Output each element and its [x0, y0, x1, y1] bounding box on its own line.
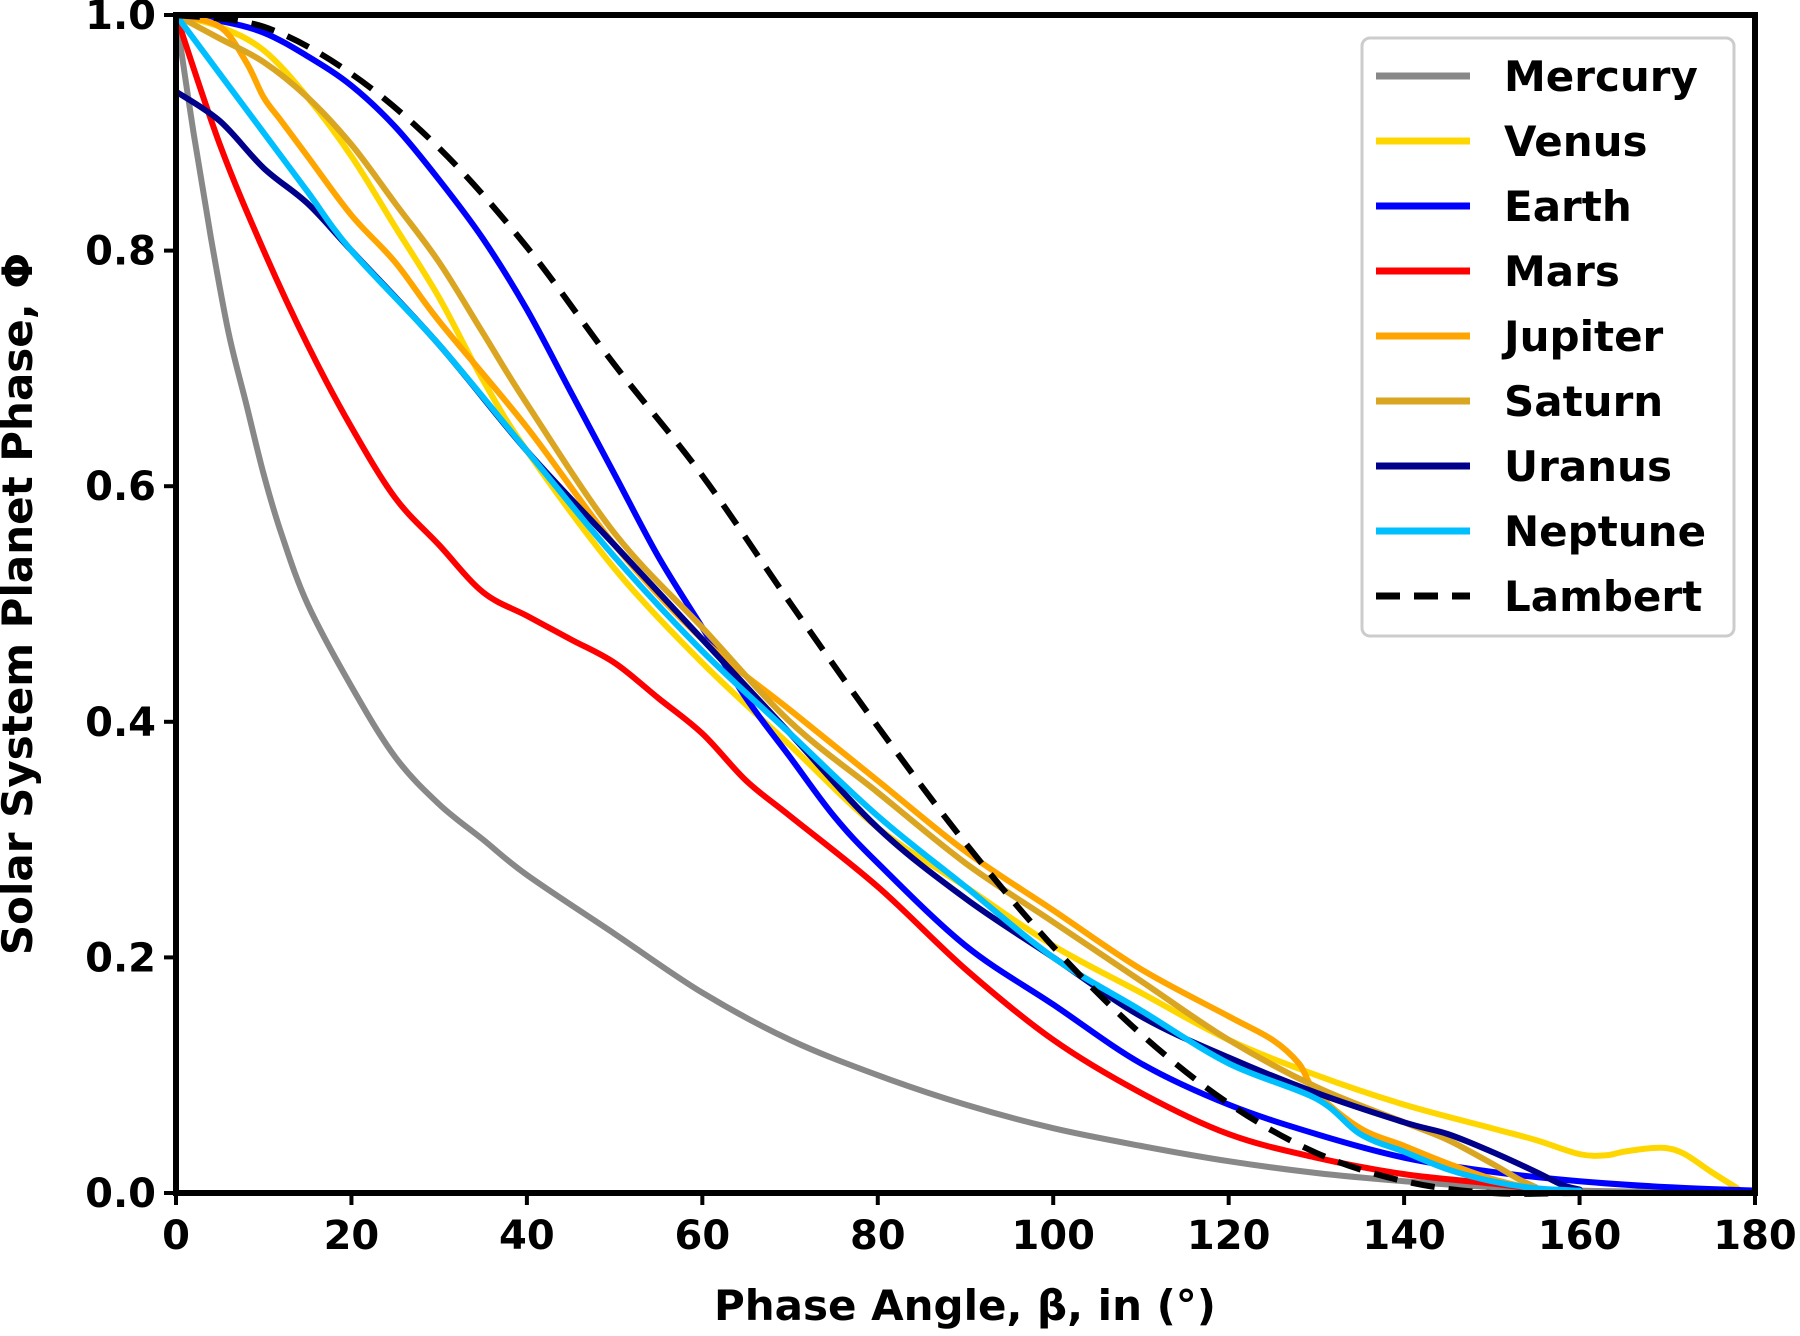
series-line-earth [173, 12, 1758, 1194]
x-tick-label: 0 [162, 1213, 190, 1259]
x-tick-label: 80 [850, 1213, 906, 1259]
x-tick-label: 100 [1011, 1213, 1095, 1259]
y-tick-label: 0.8 [85, 229, 156, 275]
legend-label-saturn: Saturn [1504, 377, 1663, 426]
legend-label-venus: Venus [1504, 117, 1648, 166]
plot-area-frame [173, 12, 1758, 1196]
x-axis-label: Phase Angle, β, in (°) [714, 1281, 1216, 1330]
x-tick-label: 160 [1538, 1213, 1622, 1259]
legend-label-neptune: Neptune [1504, 507, 1706, 556]
legend-box [1360, 36, 1736, 638]
series-line-neptune [173, 12, 1583, 1194]
legend-label-uranus: Uranus [1504, 442, 1672, 491]
legend: Mercury Venus Earth Mars Jupiter Saturn Uranus… [1360, 36, 1736, 638]
series-line-saturn [173, 12, 1539, 1191]
legend-label-mars: Mars [1504, 247, 1620, 296]
x-axis-ticks: 0 20 40 60 80 100 120 140 160 180 [162, 1193, 1797, 1259]
y-axis-ticks: 0.0 0.2 0.4 0.6 0.8 1.0 [85, 0, 176, 1217]
y-axis-label: Solar System Planet Phase, Φ [0, 253, 42, 955]
x-tick-label: 140 [1362, 1213, 1446, 1259]
x-tick-label: 20 [324, 1213, 380, 1259]
legend-label-jupiter: Jupiter [1501, 312, 1664, 361]
x-tick-label: 180 [1713, 1213, 1797, 1259]
series-line-jupiter [173, 12, 1539, 1193]
y-tick-label: 0.2 [85, 935, 156, 981]
y-tick-label: 0.0 [85, 1171, 156, 1217]
y-tick-label: 1.0 [85, 0, 156, 39]
legend-label-earth: Earth [1504, 182, 1632, 231]
legend-label-lambert: Lambert [1504, 572, 1702, 621]
x-tick-label: 120 [1187, 1213, 1271, 1259]
series-line-mars [173, 12, 1539, 1193]
y-tick-label: 0.4 [85, 700, 156, 746]
legend-label-mercury: Mercury [1504, 52, 1698, 101]
y-tick-label: 0.6 [85, 464, 156, 510]
x-tick-label: 60 [674, 1213, 730, 1259]
x-tick-label: 40 [499, 1213, 555, 1259]
